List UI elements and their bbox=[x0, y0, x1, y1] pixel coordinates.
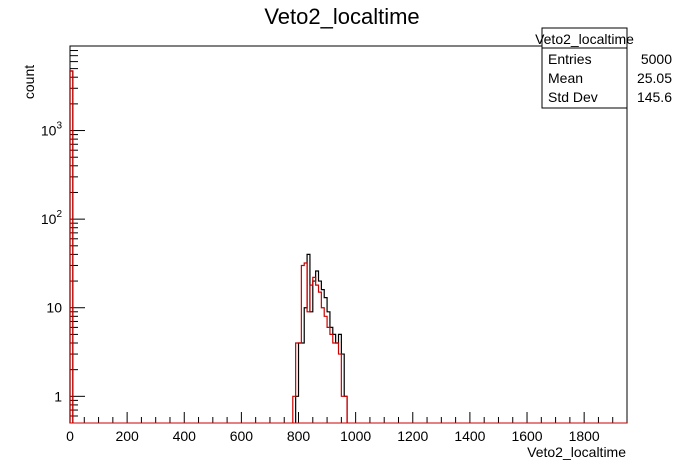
x-tick-label: 1800 bbox=[569, 428, 600, 444]
x-tick-label: 0 bbox=[66, 428, 74, 444]
x-tick-label: 1400 bbox=[454, 428, 485, 444]
x-tick-label: 600 bbox=[230, 428, 254, 444]
y-axis-title: count bbox=[21, 65, 37, 99]
x-tick-label: 200 bbox=[115, 428, 139, 444]
x-axis-title: Veto2_localtime bbox=[527, 444, 626, 460]
x-tick-label: 400 bbox=[173, 428, 197, 444]
stats-entries-value: 5000 bbox=[641, 51, 672, 67]
histogram-series-0 bbox=[69, 70, 348, 423]
stats-stddev-label: Std Dev bbox=[548, 89, 598, 105]
histogram-series bbox=[69, 70, 627, 424]
stats-entries-label: Entries bbox=[548, 51, 592, 67]
stats-box-title: Veto2_localtime bbox=[535, 31, 634, 47]
chart-title: Veto2_localtime bbox=[264, 4, 419, 29]
x-tick-label: 1200 bbox=[397, 428, 428, 444]
x-tick-label: 800 bbox=[287, 428, 311, 444]
y-tick-label: 1 bbox=[54, 388, 62, 404]
y-tick-label: 103 bbox=[41, 121, 63, 139]
histogram-series-1 bbox=[69, 70, 348, 423]
stats-mean-value: 25.05 bbox=[637, 70, 672, 86]
stats-mean-label: Mean bbox=[548, 70, 583, 86]
stats-box: Veto2_localtime Entries 5000 Mean 25.05 … bbox=[535, 27, 672, 109]
x-tick-label: 1600 bbox=[511, 428, 542, 444]
x-tick-label: 1000 bbox=[340, 428, 371, 444]
stats-stddev-value: 145.6 bbox=[637, 89, 672, 105]
y-tick-label: 102 bbox=[41, 209, 63, 227]
x-axis: 0 200 400 600 800 1000 1200 1400 1600 1800 bbox=[66, 412, 628, 444]
y-axis: 1 10 102 103 bbox=[41, 45, 85, 424]
y-tick-label: 10 bbox=[46, 300, 62, 316]
